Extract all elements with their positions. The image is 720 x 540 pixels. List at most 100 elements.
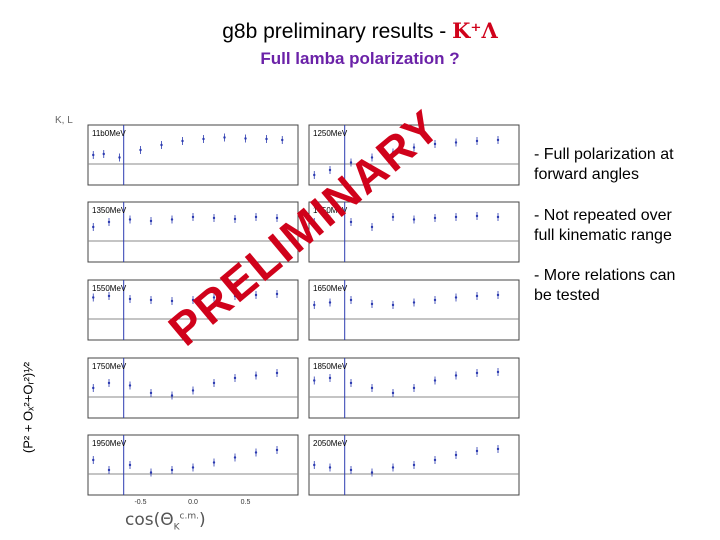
data-point	[349, 298, 353, 302]
bullet-1: - Full polarization at forward angles	[534, 145, 674, 185]
bullet-1-line-2: forward angles	[534, 166, 639, 183]
data-point	[275, 371, 279, 375]
data-point	[370, 471, 374, 474]
data-point	[475, 371, 479, 375]
data-point	[496, 215, 500, 219]
data-point	[433, 142, 437, 146]
data-point	[349, 220, 353, 224]
data-point	[496, 447, 500, 451]
data-point	[170, 394, 174, 397]
bullet-3: - More relations can be tested	[534, 266, 675, 306]
slide-title-symbol: K⁺Λ	[452, 18, 498, 43]
x-tick-label: -0.5	[134, 499, 146, 506]
data-point	[496, 138, 500, 142]
data-point	[391, 391, 395, 395]
data-point	[412, 146, 416, 149]
data-point	[181, 139, 184, 143]
data-point	[433, 216, 437, 220]
data-point	[149, 391, 153, 395]
data-point	[475, 214, 479, 218]
data-point	[191, 298, 195, 302]
data-point	[254, 293, 258, 297]
bullet-2: - Not repeated over full kinematic range	[534, 206, 672, 246]
data-point	[391, 215, 395, 219]
x-axis-label-sup: c.m.	[179, 511, 199, 522]
data-point	[92, 386, 95, 390]
data-point	[412, 463, 416, 467]
bullet-3-line-2: be tested	[534, 287, 600, 304]
data-point	[128, 463, 132, 467]
data-point	[191, 215, 195, 219]
panel-energy-label: 1450MeV	[313, 206, 348, 215]
panel-frame	[87, 279, 299, 341]
data-point	[313, 463, 316, 467]
data-point	[170, 299, 174, 303]
data-point	[254, 451, 258, 454]
panel-frame	[87, 201, 299, 263]
data-point	[212, 461, 216, 464]
slide-title: g8b preliminary results - K⁺Λ	[0, 18, 720, 44]
data-point	[92, 296, 95, 299]
data-point	[412, 218, 416, 221]
panel-energy-label: 2050MeV	[313, 439, 348, 448]
panel-energy-label: 1650MeV	[313, 284, 348, 293]
data-point	[370, 225, 374, 229]
data-point	[92, 225, 95, 229]
data-point	[212, 216, 216, 220]
data-point	[244, 137, 247, 140]
corner-label: K, L	[55, 115, 73, 126]
data-point	[191, 466, 195, 469]
data-point	[128, 297, 132, 301]
data-point	[391, 151, 395, 154]
data-point	[475, 139, 479, 143]
data-point	[233, 456, 237, 459]
bullet-3-line-1: - More relations can	[534, 267, 676, 284]
panel-frame	[308, 124, 520, 186]
data-point	[275, 216, 279, 220]
data-point	[412, 301, 416, 304]
panel-energy-label: 1250MeV	[313, 129, 348, 138]
y-axis-label: (P² + Oₓ²+Oᵣ²)¹⁄²	[20, 361, 36, 454]
panel-frame	[308, 201, 520, 263]
data-point	[349, 381, 353, 385]
data-point	[313, 220, 316, 224]
data-point	[139, 148, 142, 152]
data-point	[370, 386, 374, 390]
panel-frame	[87, 124, 299, 186]
data-point	[212, 296, 216, 299]
bullet-1-line-1: - Full polarization at	[534, 146, 674, 163]
x-axis-label-sub: K	[173, 522, 180, 533]
data-point	[233, 217, 237, 221]
data-point	[212, 381, 216, 385]
x-tick-label: 0.0	[188, 499, 198, 506]
data-point	[170, 468, 174, 472]
data-point	[160, 143, 163, 147]
data-point	[370, 156, 374, 159]
data-point	[313, 303, 316, 307]
data-point	[254, 374, 258, 377]
data-point	[349, 161, 353, 164]
data-point	[170, 218, 174, 221]
data-point	[328, 466, 332, 469]
bullet-2-line-2: full kinematic range	[534, 227, 672, 244]
data-point	[275, 292, 279, 296]
data-point	[328, 168, 332, 172]
data-point	[313, 173, 316, 177]
data-point	[412, 386, 416, 390]
data-point	[328, 218, 332, 221]
data-point	[391, 466, 395, 469]
data-point	[118, 156, 121, 159]
data-point	[191, 389, 195, 392]
data-point	[254, 215, 258, 219]
data-point	[107, 381, 111, 385]
x-axis-label-close: )	[198, 510, 206, 530]
data-point	[454, 296, 458, 299]
data-point	[496, 370, 500, 374]
data-point	[92, 458, 95, 462]
panel-energy-label: 1350MeV	[92, 206, 127, 215]
data-point	[349, 468, 353, 472]
slide-title-text: g8b preliminary results -	[222, 20, 453, 43]
data-point	[391, 303, 395, 307]
data-point	[454, 215, 458, 219]
